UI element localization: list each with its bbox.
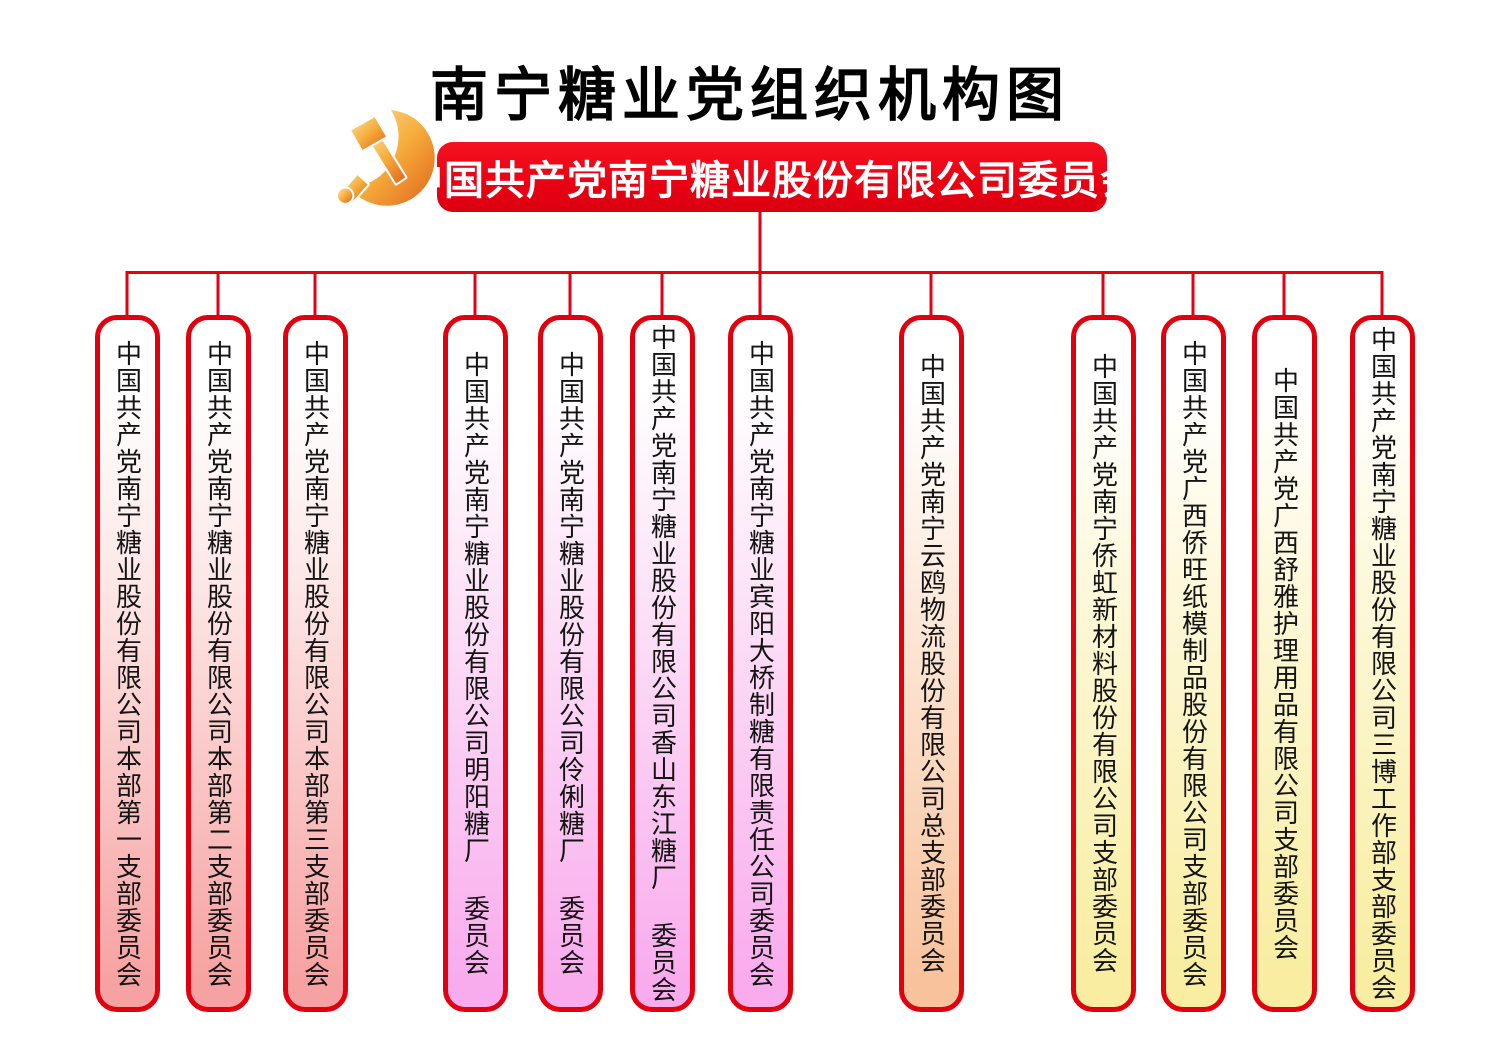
org-node-branch-12: 中国共产党南宁糖业股份有限公司三博工作部支部委员会 (1350, 315, 1415, 1012)
org-node-label: 中国共产党南宁糖业股份有限公司香山东江糖厂 委员会 (647, 324, 678, 1003)
org-node-label: 中国共产党南宁侨虹新材料股份有限公司支部委员会 (1088, 353, 1119, 974)
org-node-label: 中国共产党南宁糖业股份有限公司明阳糖厂 委员会 (460, 351, 491, 976)
org-node-label: 中国共产党南宁云鸥物流股份有限公司总支部委员会 (916, 353, 947, 974)
root-committee-banner: 中国共产党南宁糖业股份有限公司委员会 (403, 142, 1140, 212)
root-committee-label: 中国共产党南宁糖业股份有限公司委员会 (403, 159, 1141, 203)
org-node-label: 中国共产党广西舒雅护理用品有限公司支部委员会 (1269, 366, 1300, 961)
org-node-branch-4: 中国共产党南宁糖业股份有限公司明阳糖厂 委员会 (443, 315, 508, 1012)
org-node-branch-8: 中国共产党南宁云鸥物流股份有限公司总支部委员会 (899, 315, 964, 1012)
page-title: 南宁糖业党组织机构图 (429, 61, 1070, 129)
party-emblem-icon (336, 108, 437, 208)
org-node-label: 中国共产党南宁糖业股份有限公司本部第三支部委员会 (300, 339, 331, 988)
org-node-label: 中国共产党广西侨旺纸模制品股份有限公司支部委员会 (1178, 339, 1209, 988)
org-node-branch-7: 中国共产党南宁糖业宾阳大桥制糖有限责任公司委员会 (728, 315, 793, 1012)
org-node-branch-1: 中国共产党南宁糖业股份有限公司本部第一支部委员会 (95, 315, 160, 1012)
org-node-label: 中国共产党南宁糖业宾阳大桥制糖有限责任公司委员会 (745, 339, 776, 988)
org-node-branch-2: 中国共产党南宁糖业股份有限公司本部第二支部委员会 (186, 315, 251, 1012)
org-node-label: 中国共产党南宁糖业股份有限公司三博工作部支部委员会 (1367, 326, 1398, 1001)
org-node-branch-10: 中国共产党广西侨旺纸模制品股份有限公司支部委员会 (1161, 315, 1226, 1012)
org-node-label: 中国共产党南宁糖业股份有限公司本部第二支部委员会 (203, 339, 234, 988)
org-node-branch-5: 中国共产党南宁糖业股份有限公司伶俐糖厂 委员会 (538, 315, 603, 1012)
org-node-branch-11: 中国共产党广西舒雅护理用品有限公司支部委员会 (1252, 315, 1317, 1012)
org-node-label: 中国共产党南宁糖业股份有限公司本部第一支部委员会 (112, 339, 143, 988)
org-node-branch-3: 中国共产党南宁糖业股份有限公司本部第三支部委员会 (283, 315, 348, 1012)
org-node-branch-6: 中国共产党南宁糖业股份有限公司香山东江糖厂 委员会 (630, 315, 695, 1012)
org-node-label: 中国共产党南宁糖业股份有限公司伶俐糖厂 委员会 (555, 351, 586, 976)
org-node-branch-9: 中国共产党南宁侨虹新材料股份有限公司支部委员会 (1071, 315, 1136, 1012)
